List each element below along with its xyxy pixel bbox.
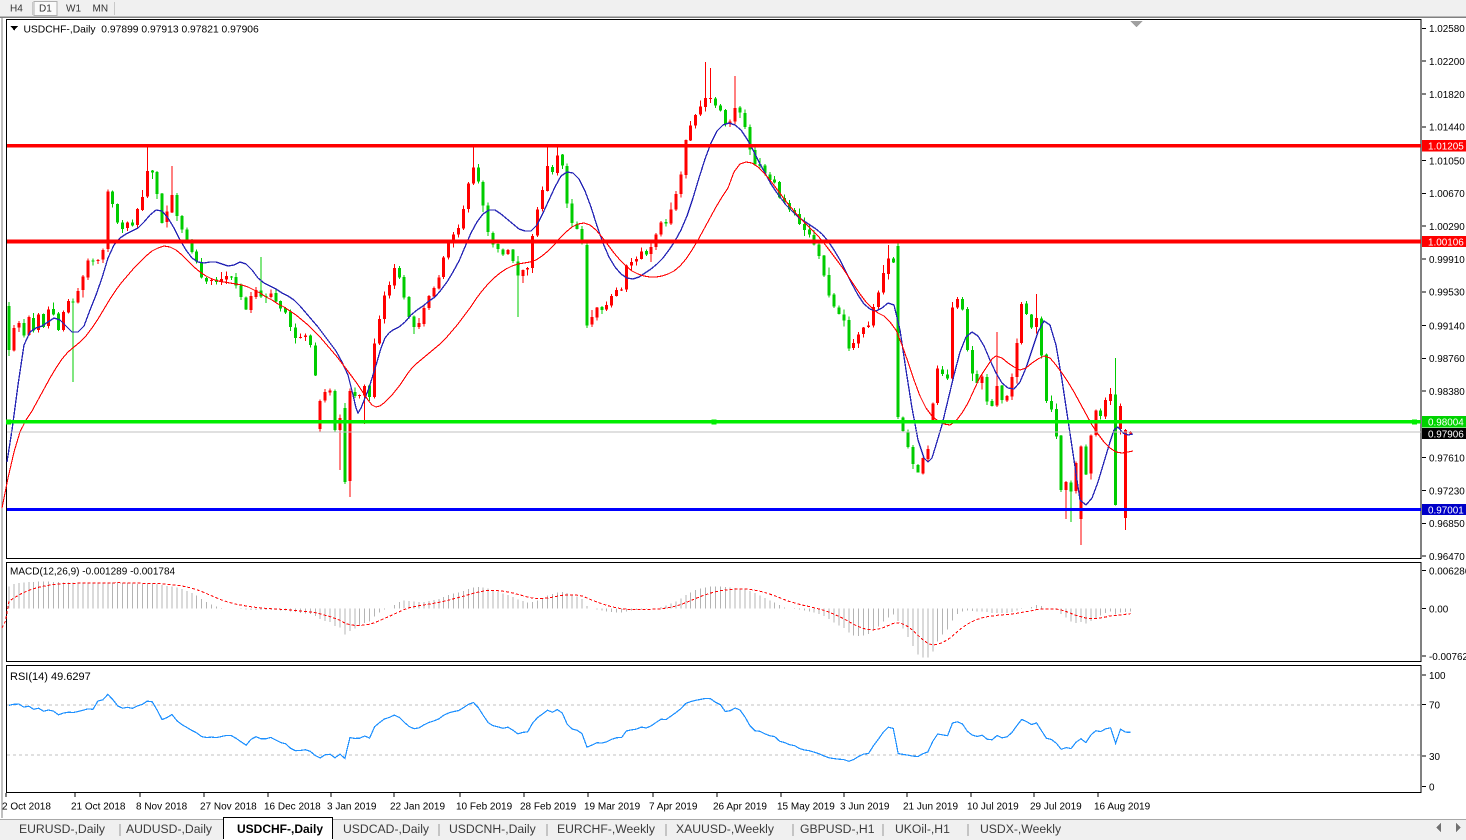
svg-text:1.01440: 1.01440 xyxy=(1429,123,1465,134)
svg-text:27 Nov 2018: 27 Nov 2018 xyxy=(200,802,257,813)
svg-text:1.00670: 1.00670 xyxy=(1429,189,1465,200)
svg-text:H4: H4 xyxy=(10,4,23,15)
svg-text:0.96470: 0.96470 xyxy=(1429,552,1465,563)
svg-text:D1: D1 xyxy=(39,4,52,15)
svg-text:0.99140: 0.99140 xyxy=(1429,321,1465,332)
svg-text:W1: W1 xyxy=(66,4,81,15)
svg-text:21 Oct 2018: 21 Oct 2018 xyxy=(71,802,126,813)
svg-text:10 Jul 2019: 10 Jul 2019 xyxy=(967,802,1019,813)
svg-text:1.00106: 1.00106 xyxy=(1428,237,1464,248)
svg-text:XAUUSD-,Weekly: XAUUSD-,Weekly xyxy=(676,822,775,836)
svg-text:0.98380: 0.98380 xyxy=(1429,387,1465,398)
svg-text:70: 70 xyxy=(1429,700,1440,711)
svg-text:1.01205: 1.01205 xyxy=(1428,142,1464,153)
svg-text:RSI(14) 49.6297: RSI(14) 49.6297 xyxy=(10,671,91,683)
svg-text:16 Aug 2019: 16 Aug 2019 xyxy=(1094,802,1151,813)
svg-text:16 Dec 2018: 16 Dec 2018 xyxy=(264,802,321,813)
svg-text:7 Apr 2019: 7 Apr 2019 xyxy=(649,802,698,813)
svg-text:0.99530: 0.99530 xyxy=(1429,288,1465,299)
svg-text:UKOil-,H1: UKOil-,H1 xyxy=(895,822,950,836)
svg-text:0.006286: 0.006286 xyxy=(1429,566,1466,577)
svg-text:0.98004: 0.98004 xyxy=(1428,418,1464,429)
svg-text:USDCAD-,Daily: USDCAD-,Daily xyxy=(343,822,430,836)
svg-text:3 Jun 2019: 3 Jun 2019 xyxy=(840,802,890,813)
svg-text:3 Jan 2019: 3 Jan 2019 xyxy=(327,802,377,813)
svg-text:8 Nov 2018: 8 Nov 2018 xyxy=(136,802,188,813)
svg-text:MACD(12,26,9) -0.001289 -0.001: MACD(12,26,9) -0.001289 -0.001784 xyxy=(10,567,176,578)
svg-text:0: 0 xyxy=(1429,782,1435,793)
svg-text:1.01050: 1.01050 xyxy=(1429,156,1465,167)
svg-text:AUDUSD-,Daily: AUDUSD-,Daily xyxy=(126,822,213,836)
svg-text:0.99910: 0.99910 xyxy=(1429,255,1465,266)
svg-text:EURCHF-,Weekly: EURCHF-,Weekly xyxy=(557,822,656,836)
svg-text:2 Oct 2018: 2 Oct 2018 xyxy=(2,802,51,813)
svg-text:21 Jun 2019: 21 Jun 2019 xyxy=(903,802,958,813)
svg-text:10 Feb 2019: 10 Feb 2019 xyxy=(456,802,513,813)
svg-text:100: 100 xyxy=(1429,671,1446,682)
svg-text:1.00290: 1.00290 xyxy=(1429,222,1465,233)
svg-text:USDCHF-,Daily 0.97899 0.97913: USDCHF-,Daily 0.97899 0.97913 0.97821 0.… xyxy=(24,25,260,36)
svg-text:15 May 2019: 15 May 2019 xyxy=(777,802,835,813)
svg-text:1.02200: 1.02200 xyxy=(1429,57,1465,68)
svg-text:29 Jul 2019: 29 Jul 2019 xyxy=(1030,802,1082,813)
svg-text:19 Mar 2019: 19 Mar 2019 xyxy=(584,802,641,813)
svg-text:26 Apr 2019: 26 Apr 2019 xyxy=(713,802,767,813)
svg-text:22 Jan 2019: 22 Jan 2019 xyxy=(390,802,445,813)
svg-text:0.98760: 0.98760 xyxy=(1429,354,1465,365)
svg-text:-0.00762: -0.00762 xyxy=(1429,652,1466,663)
svg-text:1.01820: 1.01820 xyxy=(1429,90,1465,101)
svg-text:0.96850: 0.96850 xyxy=(1429,519,1465,530)
svg-text:MN: MN xyxy=(93,4,109,15)
svg-text:30: 30 xyxy=(1429,752,1440,763)
svg-text:USDCHF-,Daily: USDCHF-,Daily xyxy=(237,822,323,836)
svg-text:1.02580: 1.02580 xyxy=(1429,24,1465,35)
svg-text:GBPUSD-,H1: GBPUSD-,H1 xyxy=(800,822,875,836)
svg-text:USDCNH-,Daily: USDCNH-,Daily xyxy=(449,822,537,836)
svg-text:0.97001: 0.97001 xyxy=(1428,505,1464,516)
svg-text:USDX-,Weekly: USDX-,Weekly xyxy=(980,822,1062,836)
svg-text:0.97610: 0.97610 xyxy=(1429,454,1465,465)
svg-text:0.97906: 0.97906 xyxy=(1428,429,1464,440)
svg-text:EURUSD-,Daily: EURUSD-,Daily xyxy=(19,822,106,836)
svg-text:0.00: 0.00 xyxy=(1429,604,1449,615)
svg-text:0.97230: 0.97230 xyxy=(1429,486,1465,497)
svg-text:28 Feb 2019: 28 Feb 2019 xyxy=(520,802,577,813)
